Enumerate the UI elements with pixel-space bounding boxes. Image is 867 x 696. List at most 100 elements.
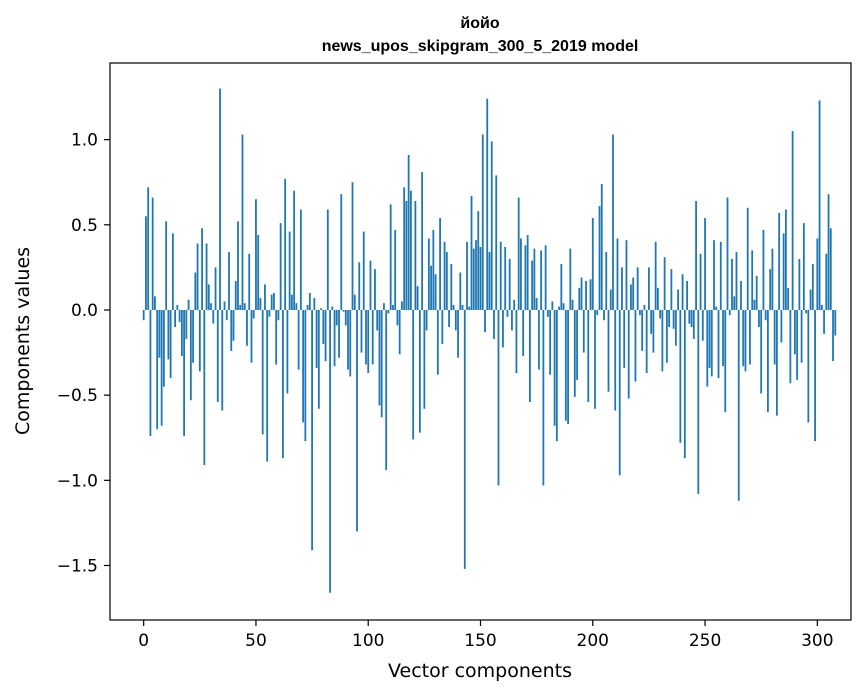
bar-component-295 <box>805 309 807 314</box>
bar-component-219 <box>634 309 637 382</box>
bar-component-36 <box>223 301 226 310</box>
bar-component-222 <box>641 309 644 351</box>
bar-component-173 <box>531 260 534 310</box>
bar-component-59 <box>275 309 278 365</box>
bar-component-274 <box>758 309 760 328</box>
bar-component-239 <box>679 309 682 443</box>
bar-component-56 <box>268 309 271 317</box>
bar-component-225 <box>648 267 650 310</box>
x-tick-label: 100 <box>352 631 384 651</box>
bar-component-245 <box>692 309 695 339</box>
bar-component-29 <box>207 284 210 310</box>
bar-component-263 <box>733 296 736 310</box>
bar-component-4 <box>151 197 154 310</box>
bar-component-190 <box>569 248 572 310</box>
bar-component-55 <box>266 309 269 462</box>
bar-component-140 <box>457 309 459 358</box>
bar-component-7 <box>158 309 161 358</box>
bar-component-271 <box>751 250 754 310</box>
x-tick-label: 250 <box>689 631 721 651</box>
bar-component-146 <box>470 195 473 310</box>
bar-component-235 <box>670 269 673 310</box>
bar-component-153 <box>486 98 489 310</box>
bar-component-53 <box>261 309 264 435</box>
bar-component-278 <box>767 309 769 413</box>
bar-component-94 <box>353 294 356 310</box>
bar-component-223 <box>643 304 646 310</box>
x-tick-label: 150 <box>464 631 496 651</box>
bar-component-158 <box>497 309 500 486</box>
bar-component-304 <box>825 253 828 310</box>
bar-component-231 <box>661 309 664 372</box>
plot-area <box>109 62 852 621</box>
bar-component-234 <box>668 309 671 328</box>
x-ticks: 0 50 100 150 200 250 300 <box>138 620 834 651</box>
bar-component-224 <box>645 309 648 374</box>
bar-component-34 <box>219 88 221 310</box>
bar-component-138 <box>452 304 455 310</box>
bar-component-103 <box>374 269 376 310</box>
bar-component-197 <box>585 281 587 310</box>
bar-component-87 <box>338 309 340 358</box>
bar-component-191 <box>571 299 574 310</box>
bar-component-302 <box>820 304 823 310</box>
bar-component-250 <box>704 218 706 310</box>
bar-component-37 <box>225 309 228 321</box>
bar-component-182 <box>551 301 554 310</box>
bar-component-6 <box>156 309 159 430</box>
bar-component-287 <box>787 287 790 310</box>
bar-component-196 <box>582 309 585 353</box>
bar-component-71 <box>302 309 305 423</box>
x-tick-label: 200 <box>577 631 609 651</box>
bar-component-100 <box>367 309 370 374</box>
bar-component-48 <box>250 309 253 363</box>
bar-component-168 <box>520 238 522 310</box>
bar-component-79 <box>320 308 322 310</box>
bar-component-54 <box>264 284 266 310</box>
bar-component-133 <box>441 309 444 345</box>
bar-component-240 <box>681 274 684 310</box>
bar-component-286 <box>784 209 787 310</box>
bar-component-74 <box>308 292 311 310</box>
bar-component-105 <box>378 309 381 406</box>
bar-component-127 <box>427 238 430 310</box>
bar-component-291 <box>796 309 799 380</box>
bar-component-212 <box>618 309 621 476</box>
bar-component-27 <box>203 309 206 465</box>
bar-component-119 <box>409 190 412 310</box>
bar-component-242 <box>686 281 688 310</box>
bar-component-117 <box>405 200 408 310</box>
bar-component-30 <box>210 303 212 310</box>
bar-component-292 <box>798 258 801 310</box>
bar-component-241 <box>683 309 686 459</box>
bar-component-299 <box>814 309 816 442</box>
bar-component-296 <box>807 309 810 423</box>
bar-component-82 <box>326 209 329 310</box>
bar-component-172 <box>529 309 531 402</box>
bar-component-284 <box>780 309 783 343</box>
bar-component-206 <box>605 252 608 310</box>
bar-component-178 <box>542 309 545 486</box>
bar-component-282 <box>776 309 778 416</box>
x-axis-label: Vector components <box>388 660 572 682</box>
bar-component-248 <box>699 253 702 310</box>
bar-component-122 <box>416 286 419 310</box>
bar-component-31 <box>212 309 215 324</box>
bar-component-176 <box>537 309 540 370</box>
bar-component-293 <box>800 309 803 363</box>
bar-component-60 <box>277 309 280 321</box>
bar-component-244 <box>690 309 693 328</box>
bar-component-214 <box>623 309 626 368</box>
bar-component-141 <box>459 272 462 310</box>
bar-component-139 <box>454 309 457 331</box>
bar-component-21 <box>189 309 192 401</box>
bar-component-247 <box>697 309 700 494</box>
y-tick-label: −1.0 <box>57 471 98 491</box>
bar-component-270 <box>749 309 751 365</box>
bar-component-12 <box>169 309 172 379</box>
bar-component-23 <box>194 272 197 310</box>
bar-component-135 <box>445 252 448 310</box>
bar-component-243 <box>688 309 691 324</box>
bar-component-98 <box>362 231 365 310</box>
